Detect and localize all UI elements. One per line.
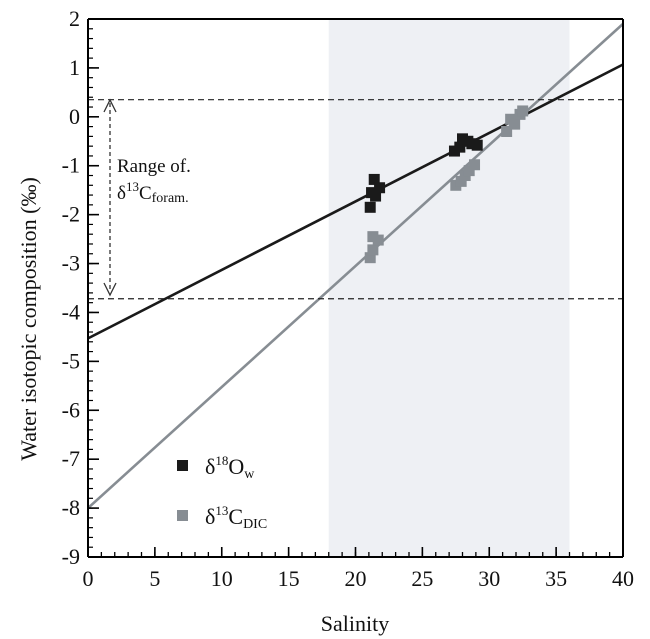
y-tick-label: -8: [62, 495, 80, 520]
legend-label-d18o: δ18Ow: [205, 453, 255, 482]
annot-sup: 13: [126, 179, 139, 194]
legend-d13c-main: C: [228, 504, 243, 529]
fit-line-series-1: [87, 22, 624, 510]
regression-lines: [87, 22, 624, 510]
ticks: 0 5 10 15 20 25 30 35 40 -9 -8 -7 -6 -5 -4 -3 -2 -1 0 1 2: [62, 6, 634, 591]
x-tick-label: 0: [83, 566, 94, 591]
range-arrow-head-bottom: [103, 282, 117, 297]
y-axis-title: Water isotopic composition (‰): [16, 177, 41, 461]
point-series-0-4: [374, 182, 386, 194]
x-tick-label: 30: [478, 566, 500, 591]
point-series-1-0: [364, 252, 376, 264]
y-tick-label: 0: [69, 104, 80, 129]
point-series-1-1: [367, 244, 379, 256]
x-tick-label: 40: [612, 566, 634, 591]
point-series-0-0: [364, 201, 376, 213]
point-series-1-11: [509, 118, 521, 130]
legend-marker-d18o: [177, 460, 188, 471]
x-axis-title: Salinity: [321, 611, 389, 636]
point-series-1-3: [372, 234, 384, 246]
x-tick-label: 15: [278, 566, 300, 591]
point-series-1-8: [469, 159, 481, 171]
point-series-0-3: [370, 190, 382, 202]
legend-d18o-sub: w: [244, 467, 255, 482]
fit-line-series-0: [87, 63, 624, 340]
data-points: [364, 105, 529, 264]
x-tick-label: 25: [411, 566, 433, 591]
foram-range-annotation: Range of. δ13Cforam.: [103, 98, 191, 297]
legend-d13c-sup: 13: [215, 503, 228, 518]
annot-sub: foram.: [152, 191, 189, 206]
annot-main: C: [139, 183, 152, 204]
point-series-1-9: [501, 125, 513, 137]
y-tick-label: 1: [69, 55, 80, 80]
range-lines: [88, 99, 623, 300]
x-tick-label: 35: [545, 566, 567, 591]
point-series-1-13: [517, 105, 529, 117]
y-tick-label: -1: [62, 153, 80, 178]
legend-d13c-delta: δ: [205, 504, 215, 529]
y-tick-label: -5: [62, 348, 80, 373]
y-tick-label: -7: [62, 446, 80, 471]
point-series-0-10: [471, 139, 483, 151]
legend-marker-d13c: [177, 510, 188, 521]
range-annotation-line1: Range of.: [117, 156, 191, 177]
x-tick-label: 5: [149, 566, 160, 591]
legend-d18o-sup: 18: [215, 453, 228, 468]
y-tick-label: -2: [62, 202, 80, 227]
x-tick-label: 20: [345, 566, 367, 591]
y-tick-label: -3: [62, 251, 80, 276]
annot-delta: δ: [117, 183, 126, 204]
y-tick-label: -6: [62, 397, 80, 422]
legend-d18o-main: O: [228, 454, 244, 479]
legend-d13c-sub: DIC: [243, 517, 267, 532]
legend: δ18Ow δ13CDIC: [177, 453, 267, 532]
point-series-0-6: [454, 141, 466, 153]
range-arrow-head-top: [103, 98, 117, 113]
point-series-1-7: [463, 165, 475, 177]
legend-d18o-delta: δ: [205, 454, 215, 479]
y-tick-label: -9: [62, 544, 80, 569]
point-series-1-5: [455, 175, 467, 187]
legend-label-d13c: δ13CDIC: [205, 503, 267, 532]
point-series-0-2: [368, 173, 380, 185]
range-annotation-line2: δ13Cforam.: [117, 179, 189, 206]
y-tick-label: -4: [62, 299, 80, 324]
x-tick-label: 10: [211, 566, 233, 591]
y-tick-label: 2: [69, 6, 80, 31]
